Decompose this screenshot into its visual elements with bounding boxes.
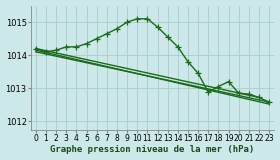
X-axis label: Graphe pression niveau de la mer (hPa): Graphe pression niveau de la mer (hPa) <box>50 145 255 154</box>
